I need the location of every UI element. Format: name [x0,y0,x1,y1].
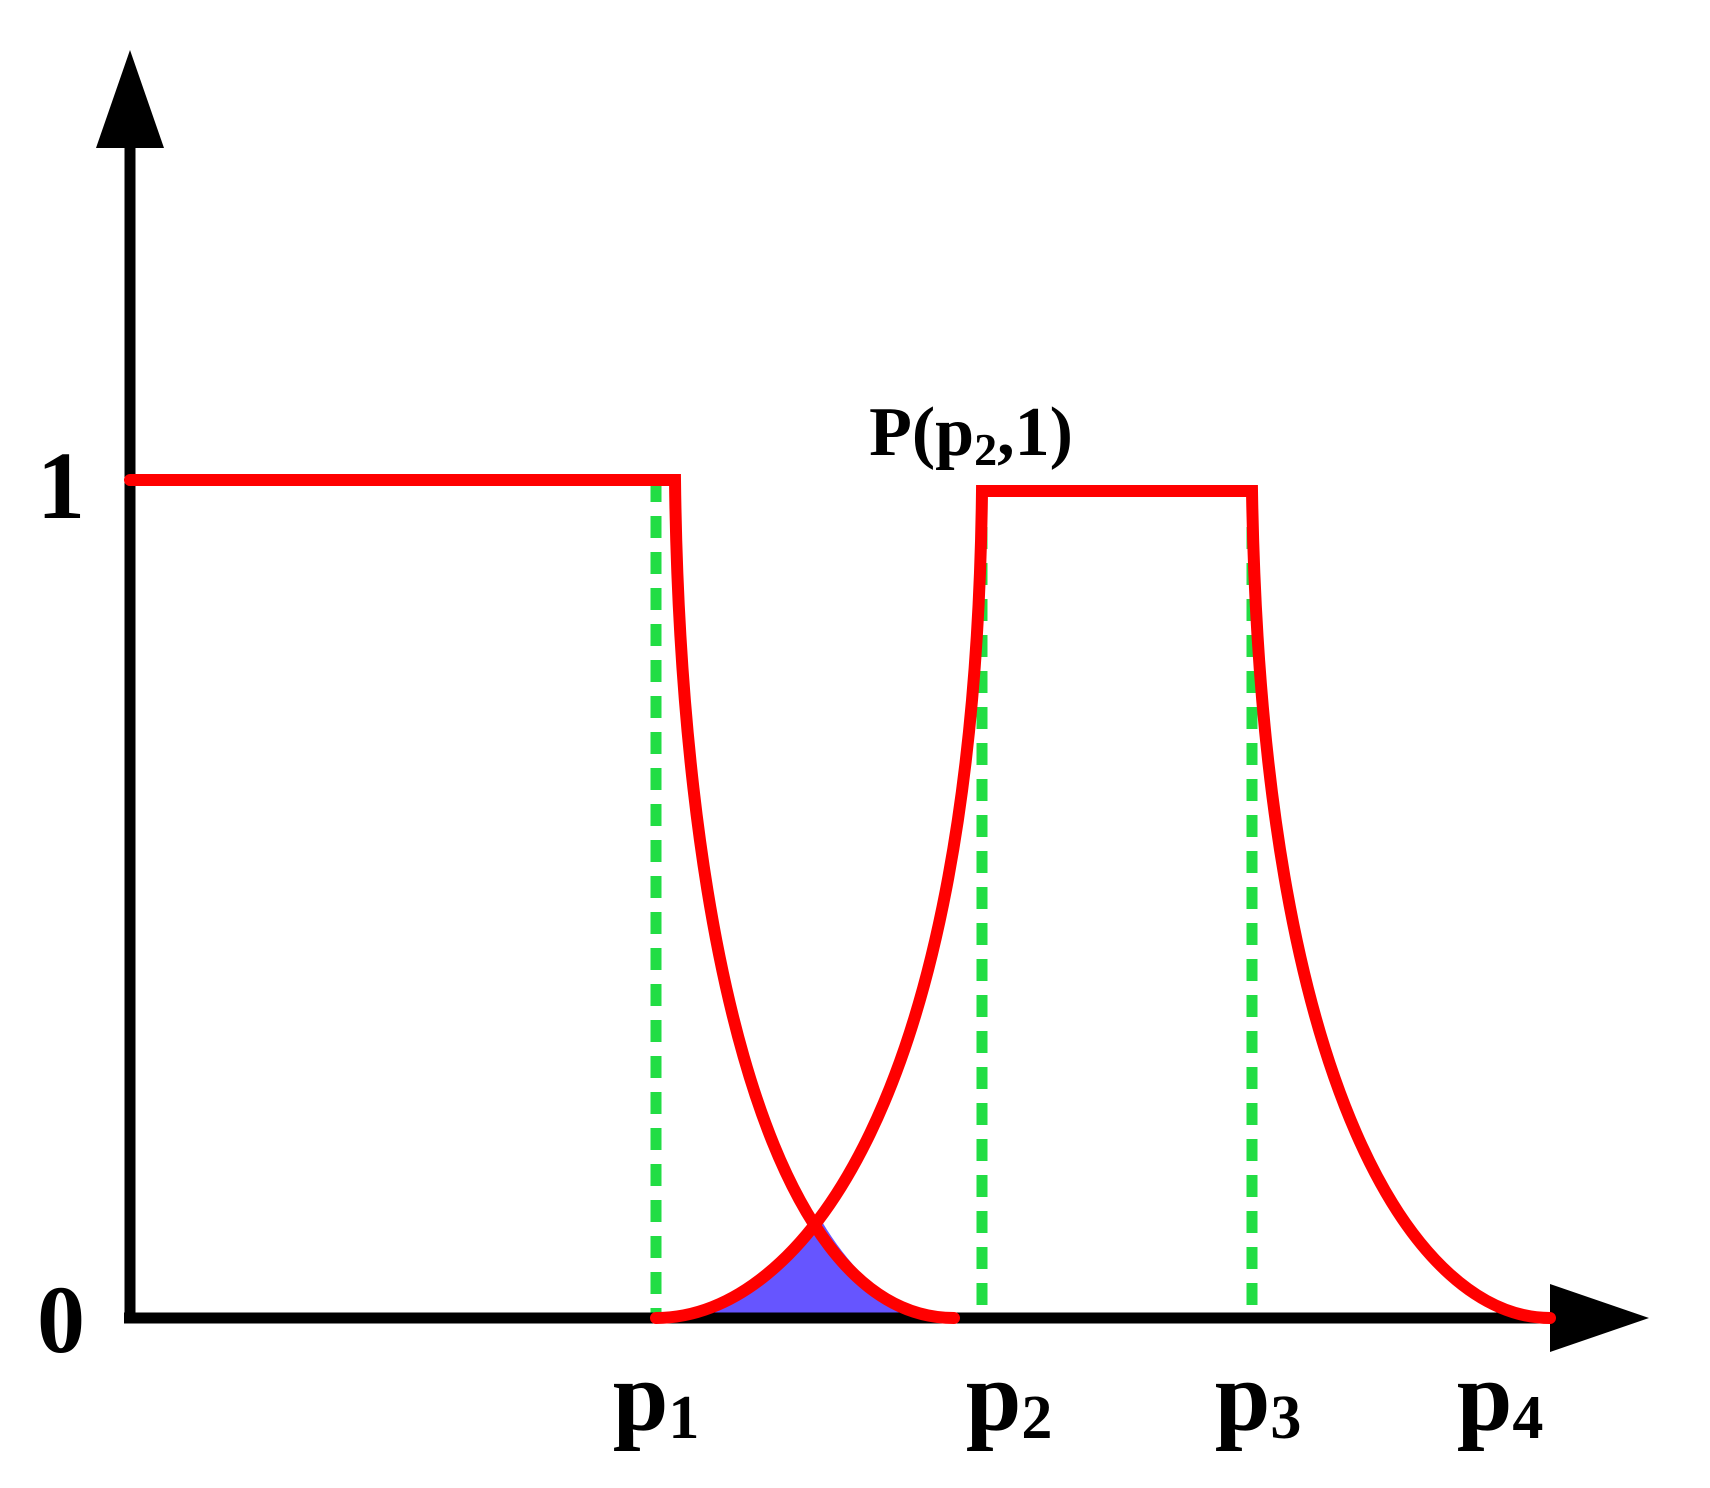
curves [124,474,1556,1324]
annotation-text: ,1) [997,394,1073,471]
x-label-base: p [1215,1341,1271,1452]
x-label-sub: 4 [1512,1384,1543,1452]
annotation-text: P(p [869,394,974,471]
x-label: p2 [966,1341,1053,1452]
axes [124,130,1570,1324]
curve-1 [124,474,960,1324]
y-label: 1 [37,432,85,539]
x-label-base: p [966,1341,1022,1452]
x-label-base: p [613,1341,669,1452]
x-label-base: p [1457,1341,1513,1452]
annotation-sub: 2 [974,424,997,475]
x-labels: p1 p2 p3 p4 [613,1341,1544,1452]
curve-2 [650,485,1556,1324]
x-label: p4 [1457,1341,1544,1452]
y-arrow [96,50,164,148]
x-arrow [1550,1284,1649,1352]
annotation: P(p2,1) [869,394,1073,475]
x-label: p3 [1215,1341,1302,1452]
y-label: 0 [37,1266,85,1373]
x-label-sub: 2 [1021,1384,1052,1452]
x-label-sub: 3 [1270,1384,1301,1452]
x-label-sub: 1 [668,1384,699,1452]
x-label: p1 [613,1341,700,1452]
guides [650,480,1258,1318]
